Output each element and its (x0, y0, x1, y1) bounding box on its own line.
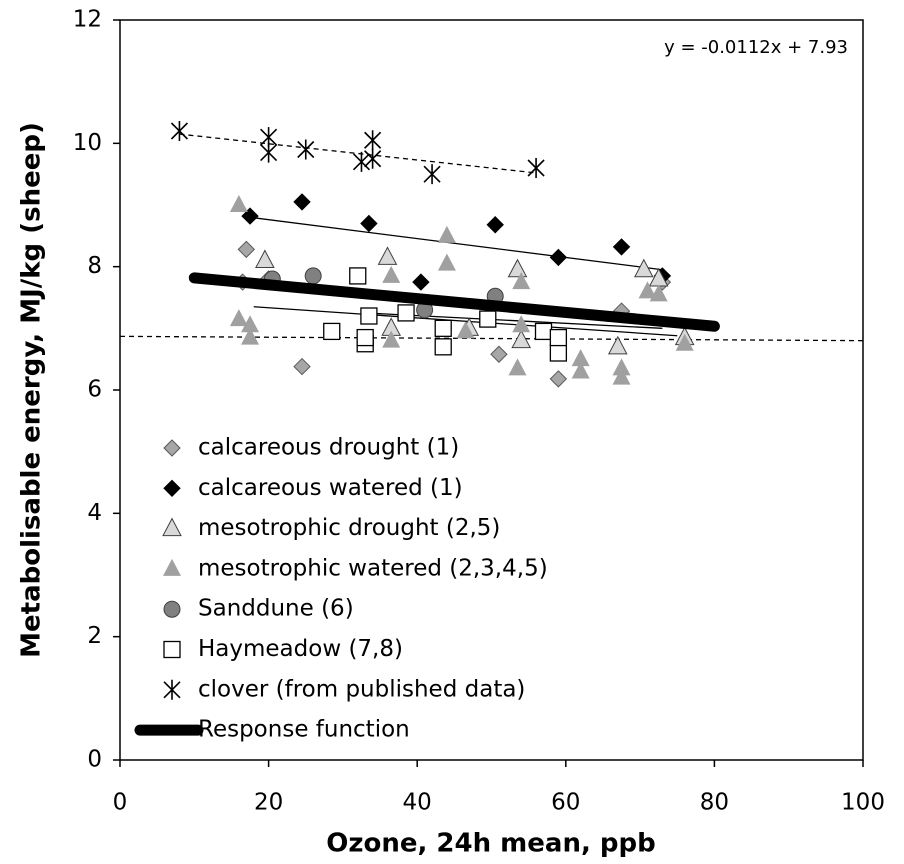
x-tick-label: 40 (403, 790, 432, 816)
equation: y = -0.0112x + 7.93 (664, 37, 848, 58)
legend-swatch (162, 517, 182, 537)
point (382, 330, 401, 348)
point (349, 267, 367, 285)
trend-line (249, 216, 663, 271)
point (241, 207, 259, 225)
point (229, 309, 248, 327)
point (508, 358, 527, 376)
trend-line (253, 306, 678, 337)
legend-label: mesotrophic drought (2,5) (198, 515, 500, 541)
legend-swatch (163, 679, 181, 700)
point (490, 345, 508, 363)
point (434, 338, 452, 356)
point (170, 121, 189, 141)
point (549, 370, 568, 388)
x-tick-label: 60 (551, 790, 580, 816)
point (675, 333, 694, 351)
point (549, 328, 568, 347)
point (382, 265, 401, 283)
x-tick-label: 100 (841, 790, 885, 816)
point (241, 315, 260, 333)
point (352, 151, 371, 172)
y-tick-label: 2 (87, 623, 102, 649)
point (255, 249, 275, 268)
point (607, 335, 628, 355)
point (437, 225, 456, 243)
point (364, 148, 382, 169)
point (549, 248, 568, 267)
point (260, 142, 278, 163)
x-axis-label: Ozone, 24h mean, ppb (326, 829, 655, 859)
legend-swatch (163, 439, 181, 457)
point (486, 216, 504, 234)
point (377, 246, 398, 265)
point (534, 322, 553, 341)
point (293, 193, 311, 211)
y-tick-label: 8 (87, 253, 102, 279)
y-axis-label: Metabolisable energy, MJ/kg (sheep) (17, 122, 47, 658)
y-tick-label: 10 (73, 130, 102, 156)
legend-label: calcareous drought (1) (198, 435, 459, 461)
trend-line (179, 133, 537, 174)
trend-line (119, 335, 864, 342)
point (612, 238, 631, 256)
point (612, 358, 631, 376)
point (412, 273, 430, 291)
legend-label: Haymeadow (7,8) (198, 636, 403, 662)
point (571, 349, 590, 367)
legend-label: calcareous watered (1) (198, 475, 463, 501)
legend-label: Response function (198, 717, 410, 743)
x-tick-label: 80 (700, 790, 729, 816)
point (527, 158, 545, 178)
legend-label: clover (from published data) (198, 676, 525, 702)
legend-swatch (163, 640, 181, 659)
point (364, 130, 382, 151)
point (633, 258, 654, 278)
point (293, 357, 311, 376)
point (304, 267, 322, 285)
point (229, 195, 248, 212)
legend-swatch (163, 479, 181, 498)
point (512, 272, 531, 290)
point (571, 361, 590, 379)
point (237, 240, 256, 259)
point (241, 327, 260, 345)
point (434, 319, 452, 337)
point (507, 258, 528, 278)
point (479, 310, 497, 328)
y-tick-label: 12 (73, 7, 102, 33)
y-tick-label: 0 (87, 747, 102, 773)
point (360, 214, 378, 233)
trend-line (365, 312, 663, 329)
x-tick-label: 20 (254, 790, 283, 816)
legend-swatch (163, 600, 181, 618)
response-function (188, 272, 720, 332)
point (423, 164, 441, 185)
point (356, 328, 374, 347)
point (511, 329, 532, 349)
point (323, 322, 341, 341)
point (397, 304, 415, 322)
point (638, 281, 657, 299)
x-tick-label: 0 (113, 790, 128, 816)
legend-swatch (163, 558, 181, 576)
point (360, 307, 378, 325)
point (612, 367, 631, 385)
y-tick-label: 4 (87, 500, 102, 526)
point (437, 253, 456, 271)
y-tick-label: 6 (87, 377, 102, 403)
point (512, 315, 531, 333)
point (456, 321, 475, 339)
legend-label: mesotrophic watered (2,3,4,5) (198, 555, 548, 581)
legend-label: Sanddune (6) (198, 596, 354, 622)
point (297, 139, 315, 160)
point (649, 284, 668, 302)
point (549, 344, 568, 362)
